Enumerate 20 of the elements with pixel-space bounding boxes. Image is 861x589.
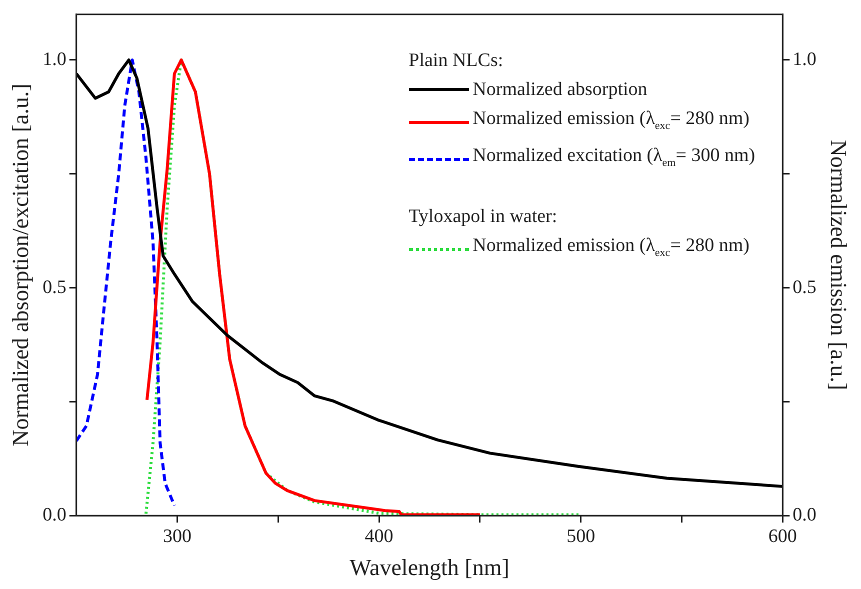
annotation: Plain NLCs: [408,49,504,74]
legend-label: Normalized emission (λ$_{exc}$= 280 nm) [472,107,750,134]
y2-tick-label: 1.0 [792,48,816,70]
legend-label: Normalized absorption [472,78,648,102]
y-tick-label: 0.5 [42,276,66,298]
y2-tick-label: 0.0 [792,504,816,526]
x-tick-label: 400 [364,526,394,547]
y2-tick-label: 0.5 [792,276,816,298]
x-tick-label: 500 [566,526,596,547]
legend-label: Normalized emission (λ$_{exc}$= 280 nm) [472,234,750,261]
y-tick-label: 1.0 [42,48,66,70]
x-tick-label: 600 [768,526,797,547]
y-tick-label: 0.0 [42,504,66,526]
legend-label: Normalized excitation (λ$_{em}$= 300 nm) [472,144,756,171]
y2-axis-title: Normalized emission [a.u.] [826,140,852,390]
x-tick-label: 300 [163,526,192,547]
annotation: Tyloxapol in water: [408,204,558,229]
y-axis-title: Normalized absorption/excitation [a.u.] [8,84,33,446]
x-axis-title: Wavelength [nm] [350,555,510,580]
line-series [76,58,176,508]
